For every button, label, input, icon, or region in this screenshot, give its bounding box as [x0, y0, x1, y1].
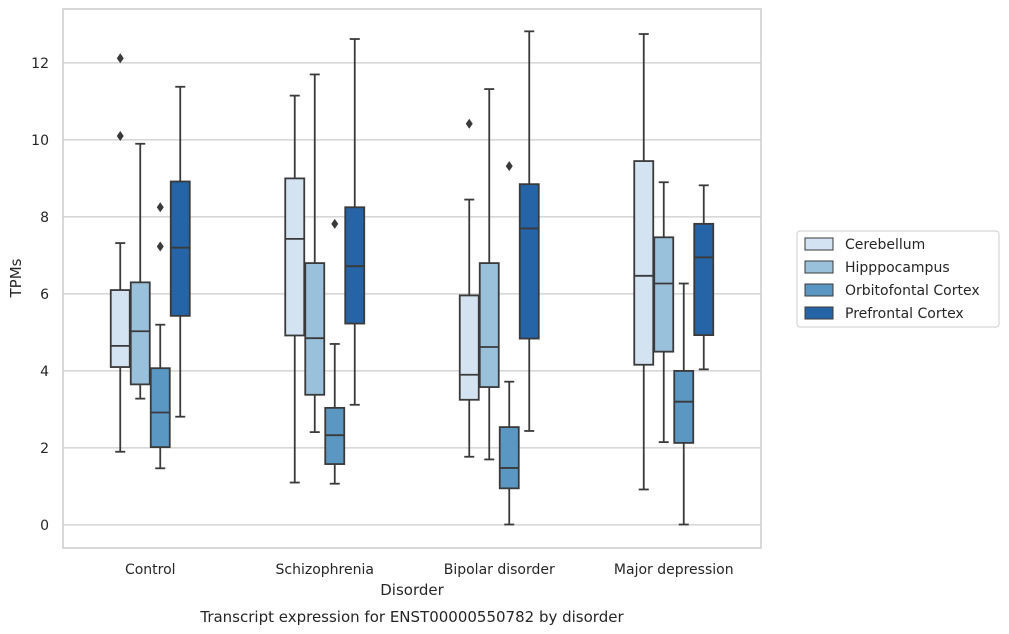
box-hipppocampus: [304, 73, 326, 434]
box-groups: [109, 30, 715, 526]
y-tick-label: 8: [40, 210, 49, 226]
y-tick-label: 10: [31, 133, 49, 149]
iqr-box: [129, 281, 151, 386]
legend-swatch: [804, 237, 834, 251]
y-tick-label: 6: [40, 287, 49, 303]
y-tick-label: 0: [40, 518, 49, 534]
iqr-box: [498, 426, 520, 490]
box-cerebellum: [633, 33, 655, 491]
x-tick-label: Major depression: [614, 562, 734, 578]
legend-entry: Orbitofontal Cortex: [845, 283, 980, 299]
box-hipppocampus: [653, 181, 675, 444]
legend-frame: [796, 230, 1000, 328]
x-tick-label: Control: [125, 562, 176, 578]
box-cerebellum: [109, 53, 131, 453]
iqr-box: [284, 177, 306, 337]
iqr-box: [149, 367, 171, 449]
box-prefrontal-cortex: [518, 30, 540, 432]
box-orbitofontal-cortex: [324, 218, 346, 485]
plot-area-frame: [62, 8, 762, 549]
box-cerebellum: [458, 118, 480, 458]
iqr-box: [633, 160, 655, 366]
box-cerebellum: [284, 94, 306, 484]
box-hipppocampus: [129, 142, 151, 400]
box-prefrontal-cortex: [169, 85, 191, 418]
box-orbitofontal-cortex: [498, 161, 520, 526]
legend: Cerebellum Hipppocampus Orbitofontal Corte…: [796, 230, 1000, 328]
legend-swatch: [804, 260, 834, 274]
iqr-box: [304, 262, 326, 396]
iqr-box: [478, 262, 500, 388]
box-orbitofontal-cortex: [673, 282, 695, 526]
legend-entry: Cerebellum: [845, 237, 925, 253]
outlier-point: [116, 53, 124, 64]
outlier-point: [465, 118, 473, 129]
legend-entry: Prefrontal Cortex: [845, 306, 964, 322]
outlier-point: [505, 161, 513, 172]
y-tick-label: 2: [40, 441, 49, 457]
x-tick-label: Bipolar disorder: [444, 562, 555, 578]
y-axis-ticks: 0 2 4 6 8 10 12: [31, 56, 49, 534]
box-orbitofontal-cortex: [149, 202, 171, 470]
x-tick-label: Schizophrenia: [276, 562, 374, 578]
iqr-box: [169, 180, 191, 317]
x-axis-label: Disorder: [380, 581, 444, 599]
outlier-point: [116, 131, 124, 142]
outlier-point: [331, 218, 339, 229]
outlier-point: [156, 202, 164, 213]
chart-caption: Transcript expression for ENST0000055078…: [199, 608, 624, 626]
x-axis-ticks: Control Schizophrenia Bipolar disorder Majo…: [125, 562, 734, 578]
iqr-box: [653, 236, 675, 353]
iqr-box: [518, 183, 540, 340]
outlier-point: [156, 241, 164, 252]
legend-swatch: [804, 283, 834, 297]
box-prefrontal-cortex: [693, 184, 715, 371]
iqr-box: [109, 289, 131, 368]
iqr-box: [673, 369, 695, 444]
y-tick-label: 4: [40, 364, 49, 380]
y-axis-label: TPMs: [7, 258, 25, 298]
y-tick-label: 12: [31, 56, 49, 72]
legend-entry: Hipppocampus: [845, 260, 950, 276]
iqr-box: [458, 294, 480, 401]
box-prefrontal-cortex: [344, 38, 366, 406]
box-hipppocampus: [478, 88, 500, 461]
legend-swatch: [804, 306, 834, 320]
iqr-box: [693, 222, 715, 336]
